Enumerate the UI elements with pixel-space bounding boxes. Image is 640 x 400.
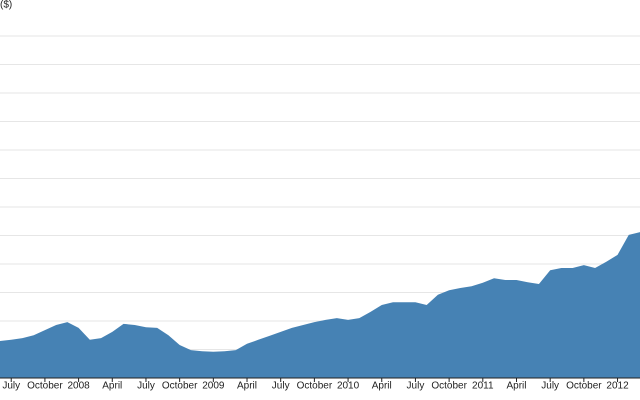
x-tick-label: October — [431, 381, 467, 392]
x-tick-label: July — [2, 381, 20, 392]
x-tick-label: July — [137, 381, 155, 392]
x-tick-label: October — [297, 381, 333, 392]
x-tick-label: July — [541, 381, 559, 392]
y-axis-label: ($) — [0, 0, 12, 11]
x-tick-label: April — [237, 381, 257, 392]
x-tick-label: April — [102, 381, 122, 392]
grid — [0, 35, 640, 379]
x-tick-label: 2009 — [202, 381, 225, 392]
x-tick-label: April — [506, 381, 526, 392]
x-tick-label: 2011 — [472, 381, 494, 392]
x-tick-label: 2010 — [337, 381, 360, 392]
x-tick-label: October — [27, 381, 63, 392]
x-tick-label: October — [566, 381, 602, 392]
x-tick-label: 2012 — [606, 381, 629, 392]
x-tick-label: July — [407, 381, 425, 392]
x-tick-label: April — [372, 381, 392, 392]
x-tick-label: July — [272, 381, 290, 392]
area — [0, 232, 640, 378]
x-tick-label: 2008 — [67, 381, 90, 392]
x-tick-label: October — [162, 381, 198, 392]
